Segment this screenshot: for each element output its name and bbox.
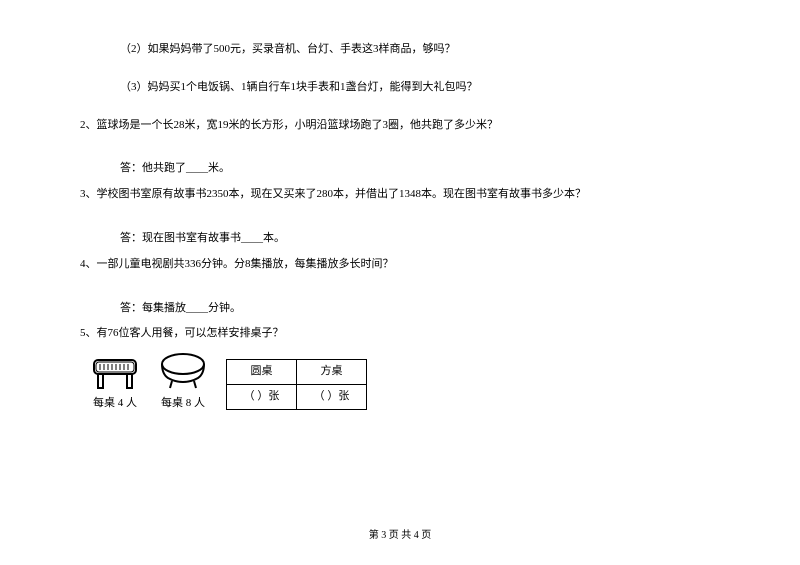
table-header-square: 方桌	[297, 360, 367, 385]
question-4: 4、一部儿童电视剧共336分钟。分8集播放，每集播放多长时间？	[80, 255, 720, 275]
table-header-round: 圆桌	[227, 360, 297, 385]
square-table-group: 每桌 4 人	[90, 352, 140, 414]
table-cell-round: （ ）张	[227, 385, 297, 410]
answer-table: 圆桌 方桌 （ ）张 （ ）张	[226, 359, 367, 410]
square-table-icon	[90, 352, 140, 390]
question-2-answer: 答：他共跑了____米。	[120, 159, 720, 179]
question-3-answer: 答：现在图书室有故事书____本。	[120, 229, 720, 249]
question-2: 2、篮球场是一个长28米，宽19米的长方形，小明沿篮球场跑了3圈，他共跑了多少米…	[80, 116, 720, 136]
round-table-icon	[158, 352, 208, 390]
question-1-sub-3: （3）妈妈买1个电饭锅、1辆自行车1块手表和1盏台灯，能得到大礼包吗？	[120, 78, 720, 98]
square-table-label: 每桌 4 人	[93, 394, 137, 414]
table-cell-square: （ ）张	[297, 385, 367, 410]
round-table-label: 每桌 8 人	[161, 394, 205, 414]
question-3: 3、学校图书室原有故事书2350本，现在又买来了280本，并借出了1348本。现…	[80, 185, 720, 205]
question-1-sub-2: （2）如果妈妈带了500元，买录音机、台灯、手表这3样商品，够吗？	[120, 40, 720, 60]
question-5: 5、有76位客人用餐，可以怎样安排桌子？	[80, 324, 720, 344]
round-table-group: 每桌 8 人	[158, 352, 208, 414]
question-4-answer: 答：每集播放____分钟。	[120, 299, 720, 319]
page-footer: 第 3 页 共 4 页	[0, 527, 800, 545]
question-5-content: 每桌 4 人 每桌 8 人 圆桌 方桌 （ ）张 （ ）张	[90, 352, 720, 414]
